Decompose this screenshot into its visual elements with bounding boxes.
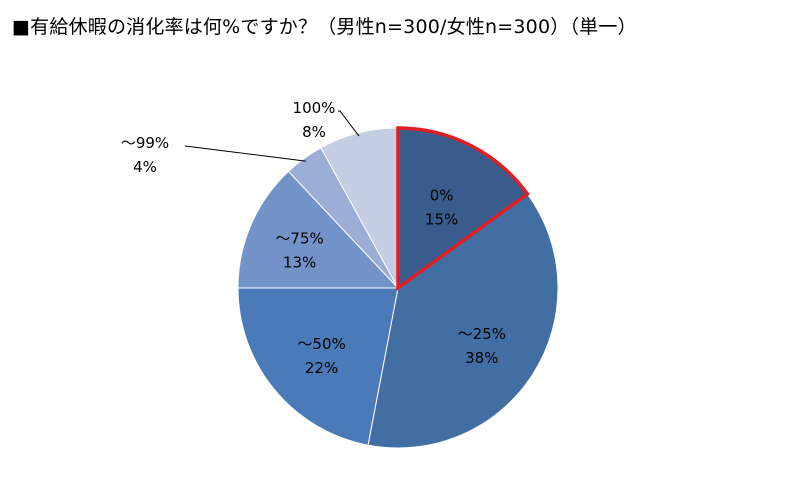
pie-slice-2 xyxy=(237,287,399,446)
highlight-outline xyxy=(396,126,530,292)
slice-value-label-5: 8% xyxy=(302,123,326,141)
slice-category-label-0: 0% xyxy=(430,187,454,205)
slice-category-label-3: ～75% xyxy=(275,229,323,247)
slice-value-label-2: 22% xyxy=(305,359,338,377)
leader-line-4 xyxy=(184,145,306,162)
leader-line-5 xyxy=(338,110,360,137)
pie-slice-1 xyxy=(367,193,559,449)
slice-value-label-3: 13% xyxy=(283,253,316,271)
pie-slices xyxy=(237,126,559,449)
pie-slice-3 xyxy=(237,170,400,289)
slice-category-label-5: 100% xyxy=(293,99,336,117)
slice-category-label-1: ～25% xyxy=(458,325,506,343)
slice-category-label-4: ～99% xyxy=(121,134,169,152)
slice-category-label-2: ～50% xyxy=(297,335,345,353)
chart-title: ■有給休暇の消化率は何%ですか？（男性n=300/女性n=300）（単一） xyxy=(12,16,637,38)
slice-value-label-0: 15% xyxy=(425,211,458,229)
slice-value-label-1: 38% xyxy=(465,349,498,367)
slice-labels: 0% 15% ～25% 38% ～50% 22% ～75% 13% ～99% 4% 100% 8% xyxy=(121,99,506,377)
slice-value-label-4: 4% xyxy=(133,158,157,176)
leader-lines xyxy=(184,110,360,162)
